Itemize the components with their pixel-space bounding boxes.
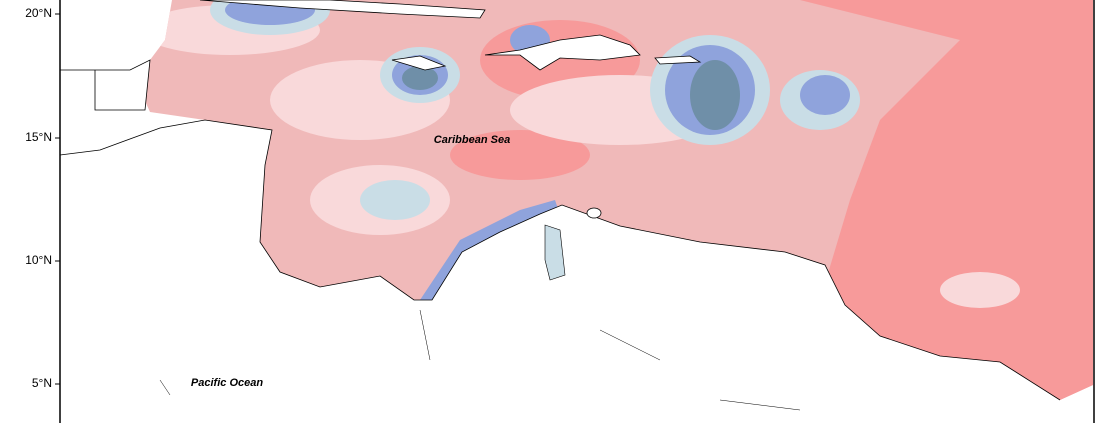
field-red <box>800 0 1093 400</box>
field-dark <box>690 60 740 130</box>
field-light <box>940 272 1020 308</box>
coastline <box>59 119 1061 401</box>
latitude-axis: 20°N 15°N 10°N 5°N <box>25 6 60 390</box>
field-lightblue <box>360 180 430 220</box>
lat-label: 10°N <box>25 253 52 267</box>
island <box>586 207 602 219</box>
lat-label: 15°N <box>25 130 52 144</box>
island <box>654 55 702 65</box>
field-blue <box>800 75 850 115</box>
lake <box>544 224 566 281</box>
place-label: Pacific Ocean <box>191 377 263 389</box>
island <box>484 34 641 71</box>
field-red <box>450 130 590 180</box>
field-dark <box>402 66 438 90</box>
lat-label: 20°N <box>25 6 52 20</box>
coastline <box>60 59 151 111</box>
lat-label: 5°N <box>32 376 52 390</box>
border <box>159 309 801 411</box>
place-label: Caribbean Sea <box>434 134 510 146</box>
island <box>391 55 447 71</box>
island <box>199 0 486 19</box>
